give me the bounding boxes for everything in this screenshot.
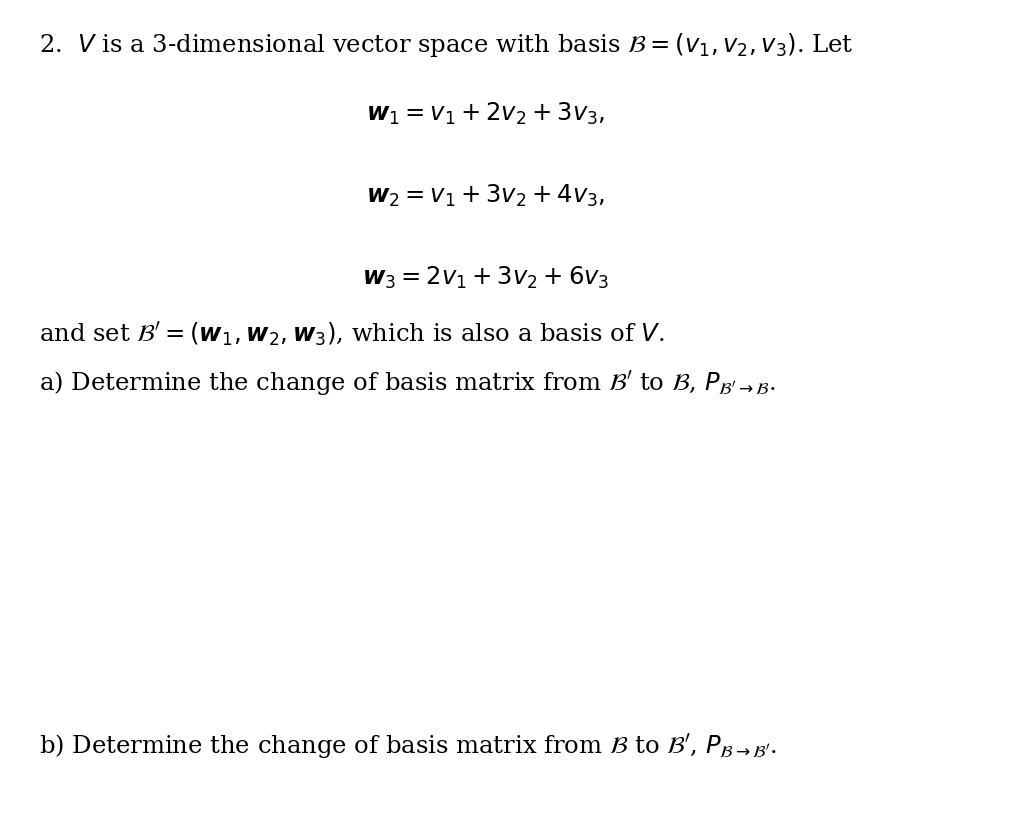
Text: b) Determine the change of basis matrix from $\mathcal{B}$ to $\mathcal{B}'$, $P: b) Determine the change of basis matrix … — [39, 732, 777, 761]
Text: $\boldsymbol{w}_2 = v_1 + 3v_2 + 4v_3,$: $\boldsymbol{w}_2 = v_1 + 3v_2 + 4v_3,$ — [366, 183, 605, 209]
Text: a) Determine the change of basis matrix from $\mathcal{B}'$ to $\mathcal{B}$, $P: a) Determine the change of basis matrix … — [39, 369, 776, 398]
Text: 2.  $V$ is a 3-dimensional vector space with basis $\mathcal{B} = (v_1, v_2, v_3: 2. $V$ is a 3-dimensional vector space w… — [39, 31, 853, 59]
Text: $\boldsymbol{w}_1 = v_1 + 2v_2 + 3v_3,$: $\boldsymbol{w}_1 = v_1 + 2v_2 + 3v_3,$ — [366, 101, 605, 127]
Text: and set $\mathcal{B}' = (\boldsymbol{w}_1, \boldsymbol{w}_2, \boldsymbol{w}_3)$,: and set $\mathcal{B}' = (\boldsymbol{w}_… — [39, 321, 665, 348]
Text: $\boldsymbol{w}_3 = 2v_1 + 3v_2 + 6v_3$: $\boldsymbol{w}_3 = 2v_1 + 3v_2 + 6v_3$ — [362, 264, 609, 290]
